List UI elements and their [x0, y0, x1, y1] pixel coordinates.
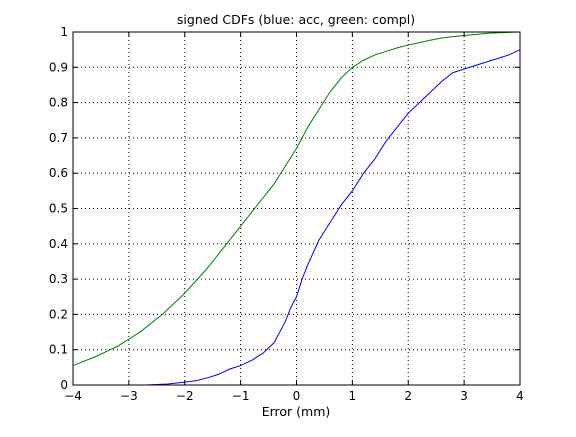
x-tick-label: 0 [293, 389, 301, 403]
x-tick-label: 4 [516, 389, 524, 403]
series-line-2 [72, 31, 521, 367]
x-tick-label: −1 [232, 389, 250, 403]
series-line-1 [145, 49, 521, 386]
y-tick-label: 1 [60, 25, 68, 39]
y-tick-label: 0.5 [49, 202, 68, 216]
y-tick-label: 0.3 [49, 272, 68, 286]
x-axis-label: Error (mm) [262, 404, 331, 419]
y-tick-label: 0.1 [49, 343, 68, 357]
grid-layer [73, 32, 520, 385]
y-tick-label: 0.9 [49, 60, 68, 74]
y-tick-label: 0.8 [49, 96, 68, 110]
x-tick-label: 3 [460, 389, 468, 403]
chart-title: signed CDFs (blue: acc, green: compl) [177, 12, 415, 27]
series-layer [72, 31, 521, 386]
y-axis-ticks: 0 0.1 0.2 0.3 0.4 0.5 0.6 0.7 0.8 0.9 1 [49, 25, 520, 392]
y-tick-label: 0.2 [49, 307, 68, 321]
x-axis-ticks: −4 −3 −2 −1 0 1 2 3 4 [64, 32, 524, 403]
x-tick-label: 1 [349, 389, 357, 403]
y-tick-label: 0.4 [49, 237, 68, 251]
y-tick-label: 0 [60, 378, 68, 392]
y-tick-label: 0.6 [49, 166, 68, 180]
x-tick-label: −3 [120, 389, 138, 403]
x-tick-label: −4 [64, 389, 82, 403]
y-tick-label: 0.7 [49, 131, 68, 145]
x-tick-label: −2 [176, 389, 194, 403]
x-tick-label: 2 [404, 389, 412, 403]
